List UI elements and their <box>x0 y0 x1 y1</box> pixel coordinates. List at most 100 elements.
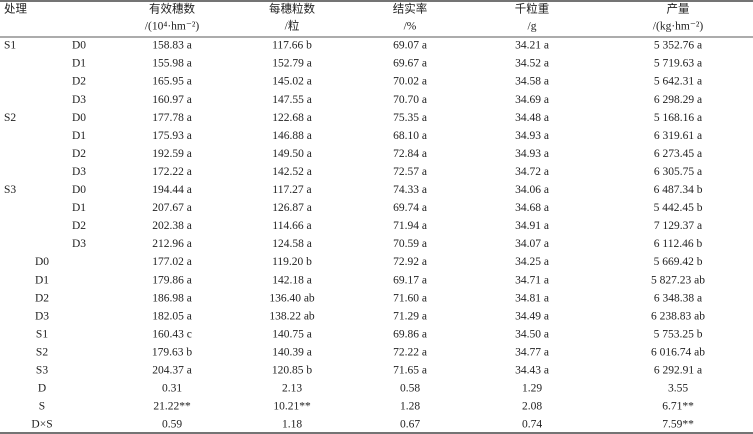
cell: 34.48 a <box>515 112 549 124</box>
cell: 0.74 <box>522 419 542 431</box>
row-label: S <box>39 401 45 413</box>
row-label: D0 <box>72 112 86 124</box>
cell: 5 753.25 b <box>654 328 703 340</box>
column-title: 产量 <box>667 2 690 16</box>
column-title: 每穗粒数 <box>269 2 315 16</box>
cell: 71.94 a <box>393 220 427 232</box>
cell: 72.92 a <box>393 256 427 268</box>
cell: 6 348.38 a <box>654 292 702 304</box>
cell: 0.67 <box>400 419 420 431</box>
column-unit: /% <box>404 21 417 33</box>
cell: 147.55 a <box>272 94 312 106</box>
cell: 5 442.45 b <box>654 202 703 214</box>
cell: 34.07 a <box>515 238 549 250</box>
cell: 34.25 a <box>515 256 549 268</box>
row-label: S1 <box>36 328 48 340</box>
cell: 70.59 a <box>393 238 427 250</box>
column-unit: /粒 <box>285 19 300 33</box>
cell: 34.71 a <box>515 274 549 286</box>
cell: 6 292.91 a <box>654 365 702 377</box>
cell: 165.95 a <box>152 76 192 88</box>
column-title: 有效穗数 <box>149 2 195 16</box>
cell: 152.79 a <box>272 58 312 70</box>
cell: 34.43 a <box>515 365 549 377</box>
cell: 114.66 a <box>272 220 311 232</box>
cell: 0.59 <box>162 419 182 431</box>
cell: 70.02 a <box>393 76 427 88</box>
cell: 160.43 c <box>152 328 192 340</box>
cell: 136.40 ab <box>269 292 315 304</box>
cell: 34.72 a <box>515 166 549 178</box>
cell: 2.13 <box>282 383 302 395</box>
cell: 5 827.23 ab <box>651 274 705 286</box>
cell: 69.67 a <box>393 58 427 70</box>
cell: 34.93 a <box>515 148 549 160</box>
cell: 6 305.75 a <box>654 166 702 178</box>
cell: 6.71** <box>662 401 694 413</box>
cell: 21.22** <box>153 401 191 413</box>
cell: 172.22 a <box>152 166 192 178</box>
cell: 34.69 a <box>515 94 549 106</box>
cell: 75.35 a <box>393 112 427 124</box>
cell: 119.20 b <box>272 256 312 268</box>
row-label: D <box>38 383 46 395</box>
cell: 72.57 a <box>393 166 427 178</box>
cell: 5 719.63 a <box>654 58 702 70</box>
cell: 34.91 a <box>515 220 549 232</box>
cell: 140.39 a <box>272 346 312 358</box>
row-group: S1 <box>4 40 16 52</box>
row-label: D1 <box>35 274 49 286</box>
cell: 138.22 ab <box>269 310 315 322</box>
row-label: D3 <box>72 94 86 106</box>
cell: 3.55 <box>668 383 688 395</box>
cell: 69.17 a <box>393 274 427 286</box>
cell: 5 168.16 a <box>654 112 702 124</box>
row-label: D2 <box>72 220 86 232</box>
row-group: S2 <box>4 112 16 124</box>
row-label: D1 <box>72 58 86 70</box>
cell: 1.18 <box>282 419 302 431</box>
row-label: D2 <box>72 148 86 160</box>
cell: 145.02 a <box>272 76 312 88</box>
cell: 2.08 <box>522 401 542 413</box>
cell: 7 129.37 a <box>654 220 702 232</box>
row-label: D3 <box>72 238 86 250</box>
cell: 71.60 a <box>393 292 427 304</box>
header-treatment: 处理 <box>4 3 27 16</box>
cell: 6 016.74 ab <box>651 346 705 358</box>
cell: 207.67 a <box>152 202 192 214</box>
column-unit: /(kg·hm⁻²) <box>653 21 704 33</box>
cell: 69.74 a <box>393 202 427 214</box>
cell: 158.83 a <box>152 40 192 52</box>
cell: 160.97 a <box>152 94 192 106</box>
column-title: 结实率 <box>393 2 428 16</box>
row-label: D2 <box>35 292 49 304</box>
cell: 1.28 <box>400 401 420 413</box>
cell: 182.05 a <box>152 310 192 322</box>
cell: 122.68 a <box>272 112 312 124</box>
cell: 6 298.29 a <box>654 94 702 106</box>
cell: 34.49 a <box>515 310 549 322</box>
cell: 179.63 b <box>152 346 193 358</box>
cell: 120.85 b <box>272 365 313 377</box>
cell: 34.77 a <box>515 346 549 358</box>
cell: 140.75 a <box>272 328 312 340</box>
cell: 6 319.61 a <box>654 130 702 142</box>
cell: 175.93 a <box>152 130 192 142</box>
cell: 0.58 <box>400 383 420 395</box>
cell: 71.65 a <box>393 365 427 377</box>
cell: 5 642.31 a <box>654 76 702 88</box>
column-unit: /(10⁴·hm⁻²) <box>145 21 200 33</box>
cell: 124.58 a <box>272 238 312 250</box>
cell: 6 112.46 b <box>654 238 703 250</box>
row-label: S3 <box>36 365 48 377</box>
cell: 34.52 a <box>515 58 549 70</box>
cell: 72.84 a <box>393 148 427 160</box>
row-label: D0 <box>72 40 86 52</box>
cell: 117.66 b <box>272 40 312 52</box>
cell: 34.93 a <box>515 130 549 142</box>
cell: 0.31 <box>162 383 182 395</box>
cell: 202.38 a <box>152 220 192 232</box>
cell: 177.02 a <box>152 256 192 268</box>
row-label: D2 <box>72 76 86 88</box>
